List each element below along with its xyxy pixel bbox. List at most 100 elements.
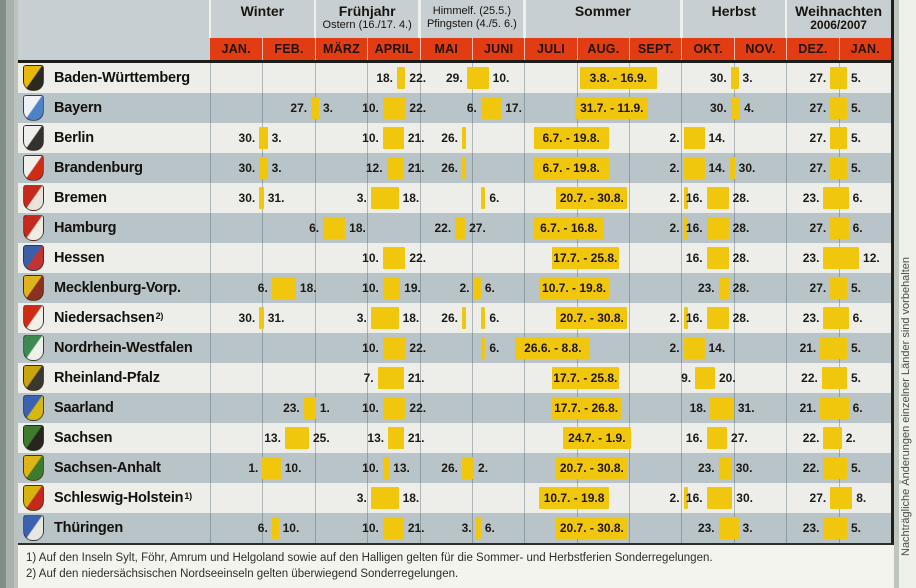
month-gridline <box>210 62 211 543</box>
holiday-block <box>830 216 849 239</box>
state-crest-icon <box>23 334 44 361</box>
state-name: Thüringen <box>54 519 124 536</box>
holiday-block <box>370 186 399 209</box>
holiday-block <box>382 396 406 419</box>
holiday-start-label: 26. <box>441 130 458 145</box>
state-row: Niedersachsen 2) 30. 31. 3. 18. 26. 6. 20.7. - 3… <box>18 303 891 333</box>
holiday-block <box>683 486 689 509</box>
holiday-end-label: 6. <box>489 340 500 355</box>
holiday-start-label: 30. <box>710 100 727 115</box>
holiday-block: 20.7. - 30.8. <box>556 516 628 539</box>
month-header-cell: AUG. <box>576 38 629 60</box>
holiday-block <box>377 366 404 389</box>
holiday-end-label: 6. <box>489 310 500 325</box>
month-gridlines <box>18 62 891 543</box>
holiday-block <box>823 306 849 329</box>
state-row: Baden-Württemberg 18. 22. 29. 10. 3.8. - 16.9… <box>18 63 891 93</box>
holiday-start-label: 27. <box>809 130 827 145</box>
holiday-block: 20.7. - 30.8. <box>556 306 628 329</box>
holiday-start-label: 2. <box>669 190 680 205</box>
holiday-start-label: 30. <box>238 190 256 205</box>
holiday-end-label: 10. <box>284 460 302 475</box>
holiday-block: 17.7. - 25.8. <box>551 246 620 269</box>
holiday-block <box>461 456 475 479</box>
side-note: Nachträgliche Änderungen einzelner Lände… <box>900 256 912 556</box>
month-gridline <box>524 62 526 543</box>
holiday-block <box>475 516 481 539</box>
row-stripe <box>18 512 891 543</box>
holiday-block <box>388 426 404 449</box>
month-gridline <box>471 62 473 543</box>
holiday-start-label: 21. <box>799 340 817 355</box>
holiday-block <box>695 366 715 389</box>
holiday-start-label: 29. <box>445 70 463 85</box>
state-crest-icon <box>23 424 44 451</box>
state-name: Nordrhein-Westfalen <box>54 339 193 356</box>
holiday-block: 3.8. - 16.9. <box>579 66 657 89</box>
holiday-block <box>823 426 842 449</box>
month-gridline <box>838 62 840 543</box>
state-rows: Baden-Württemberg 18. 22. 29. 10. 3.8. - 16.9… <box>18 63 891 543</box>
month-header-cell: JULI <box>524 38 576 60</box>
holiday-start-label: 16. <box>685 220 703 235</box>
holiday-end-label: 6. <box>484 280 495 295</box>
holiday-end-label: 5. <box>850 370 861 385</box>
holiday-block <box>461 156 467 179</box>
holiday-block <box>823 186 849 209</box>
state-name: Saarland <box>54 399 114 416</box>
holiday-start-label: 7. <box>363 370 374 385</box>
state-crest-icon <box>23 514 44 541</box>
holiday-start-label: 10. <box>362 130 379 145</box>
holiday-end-label: 22. <box>409 250 427 265</box>
row-stripe <box>18 272 891 303</box>
footnotes: 1) Auf den Inseln Sylt, Föhr, Amrum und … <box>18 545 891 588</box>
holiday-end-label: 22. <box>409 100 427 115</box>
month-header-cell: MAI <box>419 38 472 60</box>
holiday-start-label: 6. <box>466 100 477 115</box>
season-header-cell: Winter <box>240 3 285 19</box>
holiday-block <box>823 246 860 269</box>
state-name: Bremen <box>54 189 107 206</box>
holiday-end-label: 18. <box>402 310 420 325</box>
holiday-end-label: 2. <box>845 430 856 445</box>
holiday-block <box>823 456 847 479</box>
season-separator <box>313 0 317 38</box>
holiday-range-label: 6.7. - 19.8. <box>542 160 600 175</box>
holiday-end-label: 5. <box>850 70 861 85</box>
table-right-divider <box>891 0 894 545</box>
month-gridline <box>681 62 683 543</box>
holiday-end-label: 21. <box>407 430 425 445</box>
holiday-end-label: 13. <box>393 460 410 475</box>
holiday-start-label: 22. <box>802 430 820 445</box>
row-stripe <box>18 362 891 393</box>
season-header-cell: Frühjahr Ostern (16./17. 4.) <box>322 3 412 32</box>
holiday-end-label: 28. <box>732 220 750 235</box>
holiday-block: 24.7. - 1.9. <box>563 426 631 449</box>
month-gridline <box>576 62 578 543</box>
holiday-end-label: 31. <box>737 400 755 415</box>
holiday-block <box>706 186 729 209</box>
holiday-range-label: 20.7. - 30.8. <box>559 190 624 205</box>
state-row: Saarland 23. 1. 10. 22. 17.7. - 26.8. 18. 31. 21… <box>18 393 891 423</box>
holiday-range-label: 6.7. - 16.8. <box>540 220 598 235</box>
season-header-cell: Weihnachten 2006/2007 <box>795 3 883 32</box>
row-stripe <box>18 422 891 453</box>
season-separator <box>418 0 421 38</box>
state-name: Sachsen <box>54 429 113 446</box>
holiday-start-label: 2. <box>669 130 680 145</box>
holiday-block <box>311 96 319 119</box>
month-gridline <box>786 62 788 543</box>
holiday-block <box>830 156 847 179</box>
holiday-block <box>683 126 705 149</box>
holiday-start-label: 16. <box>685 430 703 445</box>
holiday-end-label: 28. <box>732 310 750 325</box>
holiday-end-label: 10. <box>492 70 510 85</box>
holiday-range-label: 20.7. - 30.8. <box>559 520 624 535</box>
holiday-end-label: 4. <box>744 100 755 115</box>
state-row: Hamburg 6. 18. 22. 27. 6.7. - 16.8. 2. 16. 28. 27… <box>18 213 891 243</box>
state-row: Berlin 30. 3. 10. 21. 26. 6.7. - 19.8. 2. 14. 27.… <box>18 123 891 153</box>
page-left-edge <box>0 0 18 588</box>
calendar-body: Baden-Württemberg 18. 22. 29. 10. 3.8. - 16.9… <box>18 62 891 543</box>
holiday-end-label: 21. <box>407 160 425 175</box>
row-stripe <box>18 92 891 123</box>
